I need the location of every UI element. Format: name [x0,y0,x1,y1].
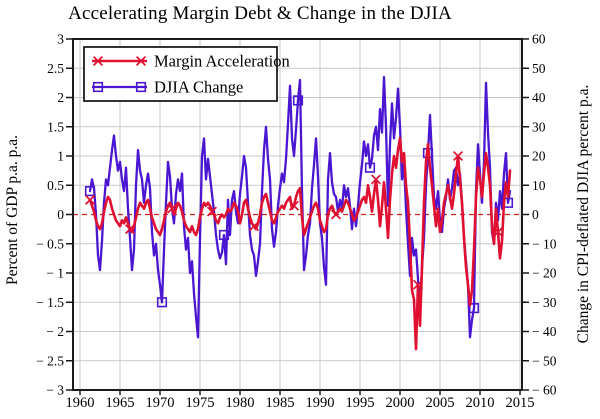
right-tick-label: 40 [532,90,546,105]
left-tick-label: − 3 [46,383,64,398]
x-marker [206,206,218,217]
x-tick-label: 2015 [506,395,535,411]
x-tick-label: 1965 [106,395,135,411]
left-tick-label: − 1 [46,266,64,281]
x-tick-label: 1975 [186,395,215,411]
x-marker [166,203,178,214]
series-margin-acceleration [84,137,512,351]
x-marker [370,174,382,185]
square-marker [364,162,376,173]
right-tick-label: 20 [532,149,546,164]
square-marker [84,186,96,197]
right-tick-label: − 60 [532,383,557,398]
left-tick-label: 0 [57,207,64,222]
right-tick-label: 50 [532,61,546,76]
legend-box [83,46,278,102]
square-marker [468,302,480,314]
x-tick-label: 1990 [306,395,335,411]
left-tick-label: 1.5 [47,119,64,134]
tick-marks [66,38,529,395]
x-marker [492,227,504,238]
right-tick-label: 60 [532,32,546,47]
series-line [88,137,512,351]
legend-label: DJIA Change [154,78,243,97]
left-tick-label: 1 [57,149,64,164]
chart-title: Accelerating Margin Debt & Change in the… [68,3,452,24]
left-tick-label: 0.5 [47,178,64,193]
legend-item-margin-acceleration: Margin Acceleration [92,52,290,71]
x-tick-label: 1970 [146,395,175,411]
x-marker [135,55,147,67]
right-tick-label: − 10 [532,236,557,251]
square-marker [135,81,147,93]
left-tick-label: − 1.5 [36,295,64,310]
x-marker [330,209,342,220]
x-tick-label: 2005 [426,395,455,411]
x-tick-label: 1980 [226,395,255,411]
x-tick-label: 2000 [386,395,415,411]
square-marker [156,297,168,308]
x-marker [92,55,104,67]
right-tick-label: − 50 [532,353,557,368]
left-tick-label: 2.5 [47,61,64,76]
x-tick-label: 2010 [466,395,495,411]
right-tick-label: 30 [532,119,546,134]
right-tick-label: 10 [532,178,546,193]
x-tick-label: 1960 [66,395,95,411]
right-tick-label: 0 [532,207,539,222]
square-marker [292,95,304,106]
x-tick-label: 1985 [266,395,295,411]
left-tick-label: − 2.5 [36,353,64,368]
legend: Margin Acceleration DJIA Change [83,46,290,102]
legend-label: Margin Acceleration [154,52,290,71]
right-tick-label: − 30 [532,295,557,310]
right-tick-label: − 20 [532,266,557,281]
square-marker [92,81,104,93]
left-tick-label: − 2 [46,324,64,339]
square-marker [218,229,230,241]
x-marker [452,150,464,162]
legend-item-djia-change: DJIA Change [92,78,243,97]
tick-labels: 3 60 2.5 50 2 40 1.5 30 1 20 0.5 10 0 0 − 0.5 − 10 − 1 − … [36,32,557,412]
x-marker [412,279,424,290]
left-tick-label: 2 [57,90,64,105]
x-marker [288,200,300,211]
x-marker [124,224,136,235]
x-tick-label: 1995 [346,395,375,411]
left-tick-label: − 0.5 [36,236,64,251]
left-tick-label: 3 [57,32,64,47]
right-tick-label: − 40 [532,324,557,339]
x-marker [84,194,96,205]
x-marker [248,221,260,232]
